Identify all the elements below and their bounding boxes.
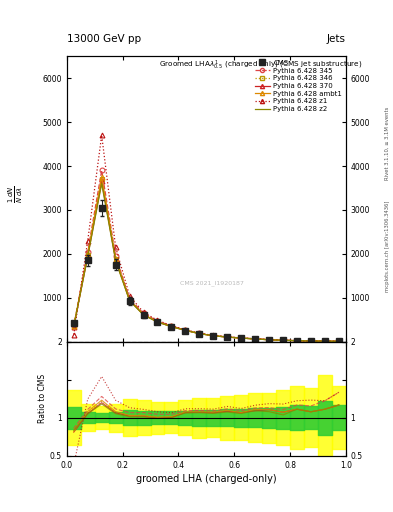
Text: mcplots.cern.ch [arXiv:1306.3436]: mcplots.cern.ch [arXiv:1306.3436] [385, 200, 389, 291]
Y-axis label: Ratio to CMS: Ratio to CMS [38, 374, 47, 423]
X-axis label: groomed LHA (charged-only): groomed LHA (charged-only) [136, 474, 277, 484]
Text: CMS 2021_I1920187: CMS 2021_I1920187 [180, 281, 244, 286]
Text: 13000 GeV pp: 13000 GeV pp [67, 33, 141, 44]
Text: Groomed LHA$\lambda^{1}_{0.5}$ (charged only) (CMS jet substructure): Groomed LHA$\lambda^{1}_{0.5}$ (charged … [159, 59, 362, 73]
Text: Jets: Jets [327, 33, 346, 44]
Text: Rivet 3.1.10, ≥ 3.1M events: Rivet 3.1.10, ≥ 3.1M events [385, 106, 389, 180]
Legend: CMS, Pythia 6.428 345, Pythia 6.428 346, Pythia 6.428 370, Pythia 6.428 ambt1, P: CMS, Pythia 6.428 345, Pythia 6.428 346,… [253, 58, 344, 114]
Text: $\frac{1}{N}\frac{dN}{d\lambda}$: $\frac{1}{N}\frac{dN}{d\lambda}$ [7, 186, 25, 203]
